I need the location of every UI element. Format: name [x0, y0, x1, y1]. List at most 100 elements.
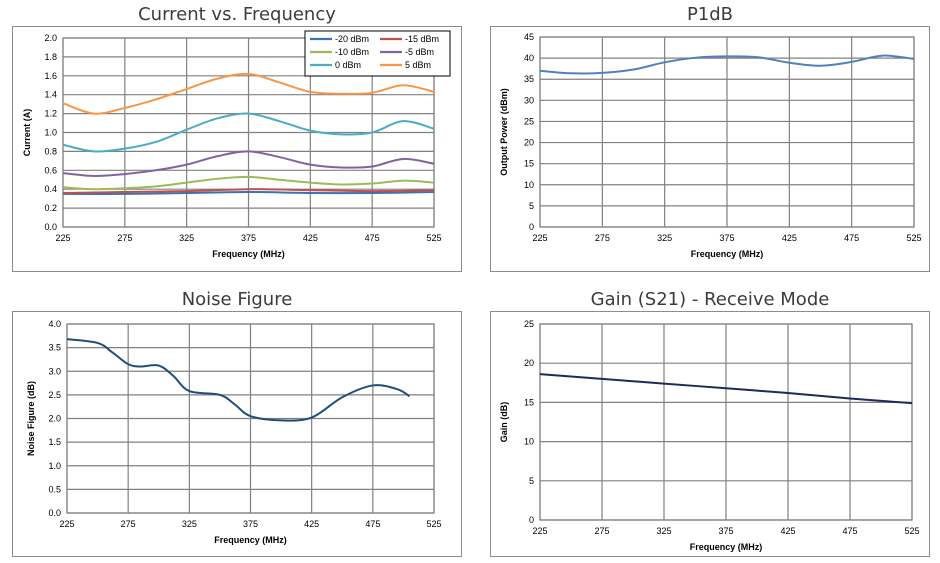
plot-area: [539, 36, 915, 228]
y-tick-label: 0.2: [44, 203, 57, 213]
series-line-gain: [539, 373, 913, 405]
x-tick-label: 525: [906, 233, 921, 243]
x-tick-label: 375: [243, 519, 258, 529]
y-tick-label: 3.5: [48, 343, 61, 353]
x-tick-label: 425: [303, 233, 318, 243]
x-tick-label: 225: [532, 526, 547, 536]
series-line-p1db: [539, 54, 915, 75]
chart-current: 0.0 0.2 0.4 0.6 0.8 1.0 1.2 1.4 1.6 1.8 2.0 225 275 3…: [22, 30, 451, 259]
y-tick-label: 15: [524, 397, 534, 407]
x-tick-label: 325: [656, 526, 671, 536]
y-tick-label: 10: [524, 180, 534, 190]
y-tick-label: 2.5: [48, 390, 61, 400]
series-line--20-dbm: [62, 191, 435, 195]
x-tick-label: 225: [532, 233, 547, 243]
x-tick-label: 525: [426, 519, 441, 529]
series-line-0-dbm: [62, 112, 435, 153]
chart-title-gain: Gain (S21) - Receive Mode: [590, 289, 830, 310]
x-axis-label: Frequency (MHz): [212, 249, 285, 259]
x-tick-label: 525: [904, 526, 919, 536]
y-tick-label: 25: [524, 116, 534, 126]
y-tick-label: 1.0: [44, 128, 57, 138]
y-tick-label: 0.5: [48, 484, 61, 494]
y-tick-label: 0: [529, 515, 534, 525]
y-axis-label: Output Power (dBm): [499, 88, 509, 176]
chart-legend: -20 dBm -15 dBm -10 dBm -5 dBm 0 dBm 5 dBm: [304, 30, 451, 77]
y-tick-label: 1.8: [44, 52, 57, 62]
chart-noise: 0.0 0.5 1.0 1.5 2.0 2.5 3.0 3.5 4.0 225 275 325 375 4…: [26, 319, 442, 545]
chart-p1db: 0 5 10 15 20 25 30 35 40 45 225 275 325 375 425 475 525 F…: [499, 32, 922, 259]
y-axis-label: Current (A): [22, 109, 32, 157]
x-tick-label: 275: [117, 233, 132, 243]
y-tick-label: 35: [524, 74, 534, 84]
y-tick-label: 1.4: [44, 90, 57, 100]
legend-label: -10 dBm: [335, 47, 369, 57]
y-tick-label: 3.0: [48, 366, 61, 376]
y-tick-label: 0.0: [48, 508, 61, 518]
x-tick-label: 425: [782, 233, 797, 243]
y-tick-label: 0: [529, 222, 534, 232]
y-tick-label: 0.4: [44, 184, 57, 194]
y-axis-label: Noise Figure (dB): [26, 381, 36, 456]
plot-area: [66, 323, 435, 514]
legend-label: -20 dBm: [335, 34, 369, 44]
legend-label: 5 dBm: [405, 60, 431, 70]
x-tick-label: 475: [842, 526, 857, 536]
y-tick-label: 30: [524, 95, 534, 105]
y-tick-label: 40: [524, 53, 534, 63]
x-tick-label: 225: [55, 233, 70, 243]
legend-label: 0 dBm: [335, 60, 361, 70]
series-line-5-dbm: [62, 72, 435, 115]
y-tick-label: 20: [524, 138, 534, 148]
x-tick-label: 375: [719, 233, 734, 243]
y-tick-label: 1.6: [44, 71, 57, 81]
series-line-noise-figure: [66, 338, 411, 422]
y-tick-label: 20: [524, 358, 534, 368]
x-tick-label: 275: [121, 519, 136, 529]
chart-frame-p1db: [490, 26, 930, 272]
x-tick-label: 475: [365, 233, 380, 243]
x-tick-label: 475: [365, 519, 380, 529]
chart-title-noise: Noise Figure: [181, 289, 293, 310]
x-tick-label: 375: [241, 233, 256, 243]
chart-title-p1db: P1dB: [686, 4, 734, 25]
y-tick-label: 1.0: [48, 461, 61, 471]
y-tick-label: 5: [529, 476, 534, 486]
x-tick-label: 225: [59, 519, 74, 529]
y-tick-label: 0.0: [44, 222, 57, 232]
x-tick-label: 325: [657, 233, 672, 243]
y-tick-label: 10: [524, 437, 534, 447]
x-tick-label: 375: [718, 526, 733, 536]
x-axis-label: Frequency (MHz): [691, 249, 764, 259]
chart-frame-gain: [490, 311, 930, 557]
y-tick-label: 45: [524, 32, 534, 42]
x-tick-label: 425: [780, 526, 795, 536]
y-tick-label: 5: [529, 201, 534, 211]
x-tick-label: 275: [595, 233, 610, 243]
y-tick-label: 0.6: [44, 165, 57, 175]
y-tick-label: 25: [524, 319, 534, 329]
y-tick-label: 2.0: [48, 414, 61, 424]
y-tick-label: 15: [524, 159, 534, 169]
series-line--15-dbm: [62, 188, 435, 194]
chart-title-current: Current vs. Frequency: [138, 4, 336, 25]
series-line--10-dbm: [62, 175, 435, 191]
y-tick-label: 2.0: [44, 33, 57, 43]
chart-frame-noise: [12, 311, 462, 557]
x-tick-label: 325: [179, 233, 194, 243]
y-axis-label: Gain (dB): [499, 402, 509, 443]
x-tick-label: 425: [304, 519, 319, 529]
x-tick-label: 525: [426, 233, 441, 243]
y-tick-label: 1.5: [48, 437, 61, 447]
plot-area: [539, 323, 913, 521]
series-line--5-dbm: [62, 150, 435, 177]
y-tick-label: 4.0: [48, 319, 61, 329]
y-tick-label: 1.2: [44, 109, 57, 119]
x-axis-label: Frequency (MHz): [214, 535, 287, 545]
legend-label: -15 dBm: [405, 34, 439, 44]
y-tick-label: 0.8: [44, 146, 57, 156]
plot-area: [62, 37, 435, 228]
x-tick-label: 275: [594, 526, 609, 536]
x-axis-label: Frequency (MHz): [690, 542, 763, 552]
